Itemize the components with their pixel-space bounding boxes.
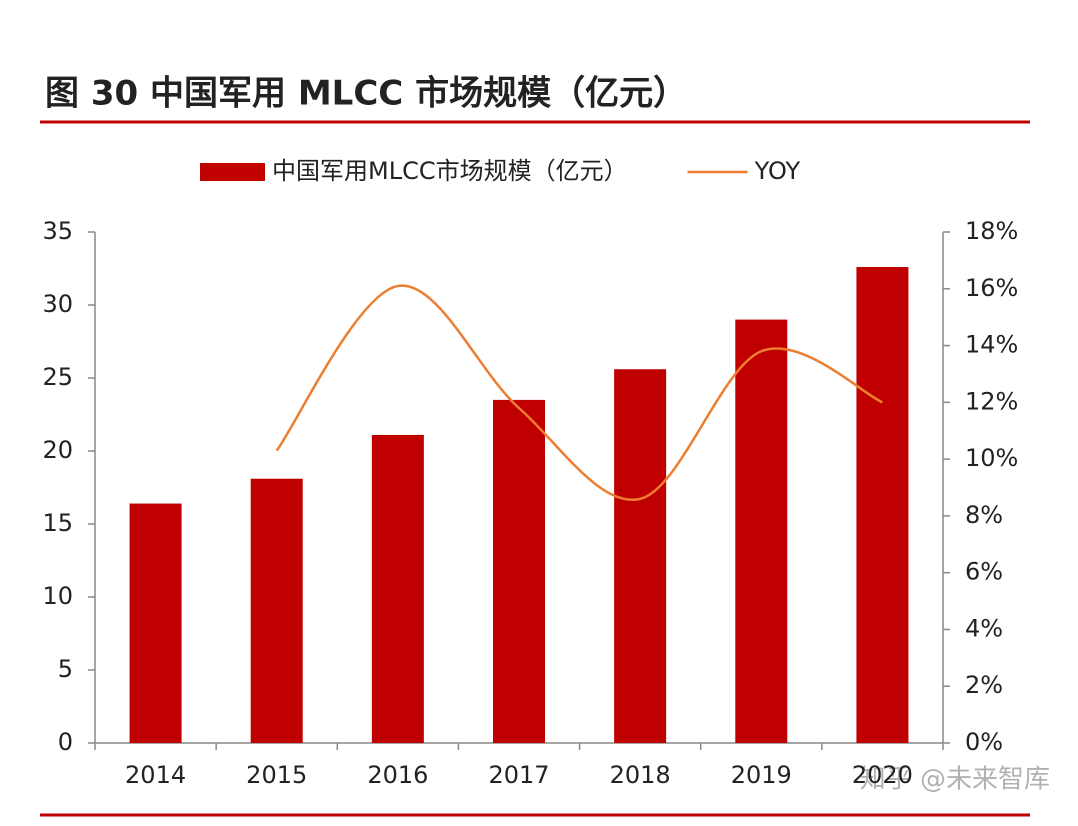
legend-swatch	[200, 163, 265, 181]
bar	[250, 478, 303, 743]
y2-tick-label: 10%	[965, 444, 1018, 472]
y2-tick-label: 8%	[965, 501, 1003, 529]
legend-label: 中国军用MLCC市场规模（亿元）	[272, 157, 628, 185]
y-tick-label: 20	[42, 436, 73, 464]
y2-tick-label: 2%	[965, 671, 1003, 699]
y2-tick-label: 0%	[965, 728, 1003, 756]
x-tick-label: 2018	[610, 761, 671, 789]
y-tick-label: 10	[42, 582, 73, 610]
x-tick-label: 2016	[367, 761, 428, 789]
y-tick-label: 35	[42, 217, 73, 245]
bar	[614, 369, 667, 743]
y-tick-label: 0	[58, 728, 73, 756]
y2-tick-label: 6%	[965, 558, 1003, 586]
bar	[129, 503, 182, 743]
y2-tick-label: 14%	[965, 331, 1018, 359]
x-tick-label: 2017	[488, 761, 549, 789]
y2-tick-label: 16%	[965, 274, 1018, 302]
line	[275, 284, 883, 502]
y-tick-label: 15	[42, 509, 73, 537]
y-tick-label: 5	[58, 655, 73, 683]
y-tick-label: 25	[42, 363, 73, 391]
y2-tick-label: 18%	[965, 217, 1018, 245]
x-tick-label: 2020	[852, 761, 913, 789]
y-tick-label: 30	[42, 290, 73, 318]
y2-tick-label: 12%	[965, 387, 1018, 415]
x-tick-label: 2015	[246, 761, 307, 789]
y2-tick-label: 4%	[965, 614, 1003, 642]
bar	[735, 319, 788, 743]
chart-title: 图 30 中国军用 MLCC 市场规模（亿元）	[45, 74, 687, 114]
x-tick-label: 2019	[731, 761, 792, 789]
bar	[493, 399, 545, 743]
bar	[856, 267, 909, 743]
watermark: 知乎 @未来智库	[860, 765, 1050, 795]
legend-label: YOY	[754, 157, 801, 185]
x-tick-label: 2014	[125, 761, 186, 789]
bar	[371, 434, 424, 743]
